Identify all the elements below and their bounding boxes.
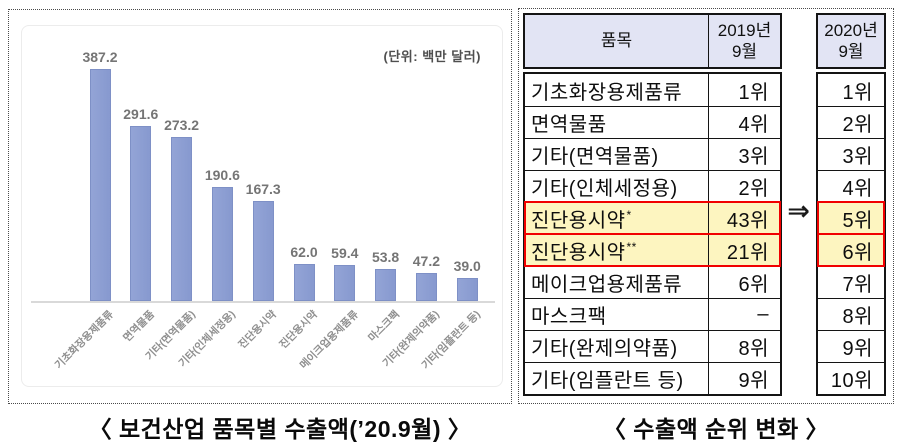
rank-2019-cell-2: 3위 [708, 139, 780, 170]
rank-2020-cell-1: 2위 [842, 114, 873, 136]
table-row-7: 마스크팩 – [525, 298, 780, 330]
bar-5 [293, 264, 315, 301]
table-row-2: 기타(면역물품) 3위 [525, 138, 780, 170]
header-item-column: 품목 [600, 31, 633, 51]
rank-2020-cell-4: 5위 [842, 210, 873, 232]
table-row-2020-2: 3위 [818, 138, 884, 170]
rank-2020-cell-0: 1위 [842, 81, 873, 104]
bar-value-label-1: 291.6 [123, 106, 159, 122]
table-row-2020-9: 10위 [818, 362, 884, 394]
bar-3 [211, 187, 233, 301]
table-row-6: 메이크업용제품류 6위 [525, 266, 780, 298]
rank-2019-cell-1: 4위 [708, 107, 780, 138]
rank-2019-cell-0: 1위 [708, 74, 780, 106]
table-row-2020-4: 5위 [817, 201, 885, 235]
bar-8 [415, 273, 437, 301]
table-row-4: 진단용시약 * 43위 [524, 201, 781, 235]
bar-1 [130, 126, 152, 301]
table-row-2020-5: 6위 [817, 233, 885, 267]
item-cell-3: 기타(인체세정용) [531, 178, 678, 200]
table-row-5: 진단용시약 ** 21위 [524, 233, 781, 267]
rank-2020-cell-6: 7위 [842, 274, 873, 296]
rank-2020-cell-8: 9위 [842, 338, 873, 360]
x-axis-line [31, 301, 495, 303]
rank-2019-cell-3: 2위 [708, 171, 780, 202]
rank-table-2020-header: 2020년 9월 [816, 13, 886, 69]
rank-2020-cell-3: 4위 [842, 178, 873, 200]
rank-2020-cell-2: 3위 [842, 146, 873, 168]
table-row-2020-6: 7위 [818, 266, 884, 298]
rank-table-2019: 품목 2019년 9월 기초화장용제품류 1위 면역물품 4위 기타(면역물품) 3위 기타… [523, 13, 782, 396]
bar-4 [252, 201, 274, 301]
footnote-marker: ** [626, 239, 637, 254]
rank-2020-cell-5: 6위 [842, 242, 873, 264]
rank-table-2019-header: 품목 2019년 9월 [523, 13, 782, 69]
item-cell-8: 기타(완제의약품) [531, 338, 678, 360]
bar-7 [375, 269, 397, 301]
bar-value-label-3: 190.6 [204, 167, 240, 183]
rank-table-panel: 품목 2019년 9월 기초화장용제품류 1위 면역물품 4위 기타(면역물품) 3위 기타… [518, 8, 894, 404]
chart-unit-label: (단위: 백만 달러) [383, 49, 481, 64]
table-row-0: 기초화장용제품류 1위 [525, 74, 780, 106]
bar-value-label-2: 273.2 [164, 117, 200, 133]
header-2019-column: 2019년 9월 [708, 15, 780, 67]
item-cell-0: 기초화장용제품류 [531, 81, 683, 104]
rank-2019-cell-7: – [708, 299, 780, 330]
table-row-2020-3: 4위 [818, 170, 884, 202]
item-cell-1: 면역물품 [531, 114, 607, 136]
item-cell-7: 마스크팩 [531, 306, 607, 328]
rank-table-2020: 2020년 9월 1위 2위 3위 4위 5위 6위 7위 8위 9위 10위 [816, 13, 886, 396]
bar-6 [334, 265, 356, 301]
bar-value-label-6: 59.4 [331, 245, 359, 261]
chart-caption: 〈 보건산업 품목별 수출액(’20.9월) 〉 [88, 416, 472, 442]
rank-2019-cell-6: 6위 [708, 267, 780, 298]
table-row-2020-7: 8위 [818, 298, 884, 330]
table-row-8: 기타(완제의약품) 8위 [525, 330, 780, 362]
bar-value-label-8: 47.2 [412, 253, 441, 269]
table-row-9: 기타(임플란트 등) 9위 [525, 362, 780, 394]
bar-value-label-0: 387.2 [82, 49, 118, 65]
bar-value-label-7: 53.8 [371, 249, 400, 265]
rank-2019-cell-8: 8위 [708, 331, 780, 362]
rank-2020-cell-7: 8위 [842, 306, 873, 328]
bar-2 [171, 137, 193, 301]
item-cell-9: 기타(임플란트 등) [531, 370, 684, 392]
bar-0 [89, 69, 111, 301]
bar-value-label-5: 62.0 [290, 244, 318, 260]
item-cell-5: 진단용시약 ** [531, 239, 637, 265]
bar-9 [456, 278, 478, 301]
table-row-2020-0: 1위 [818, 74, 884, 106]
footnote-marker: * [626, 207, 632, 222]
rank-2019-cell-5: 21위 [708, 235, 780, 266]
table-row-3: 기타(인체세정용) 2위 [525, 170, 780, 202]
item-cell-4: 진단용시약 * [531, 207, 632, 233]
rank-change-arrow-icon: ⇒ [787, 195, 810, 226]
rank-2019-cell-4: 43위 [708, 203, 780, 234]
chart-plot-frame [21, 25, 503, 387]
bar-value-label-9: 39.0 [453, 258, 481, 274]
item-cell-6: 메이크업용제품류 [531, 274, 683, 296]
table-caption: 〈 수출액 순위 변화 〉 [602, 416, 830, 442]
item-cell-2: 기타(면역물품) [531, 146, 659, 168]
table-row-2020-1: 2위 [818, 106, 884, 138]
bar-value-label-4: 167.3 [245, 181, 281, 197]
table-row-1: 면역물품 4위 [525, 106, 780, 138]
table-row-2020-8: 9위 [818, 330, 884, 362]
rank-table-2019-body: 기초화장용제품류 1위 면역물품 4위 기타(면역물품) 3위 기타(인체세정용) 2위 진단용… [523, 72, 782, 396]
rank-2020-cell-9: 10위 [830, 370, 873, 392]
rank-table-2020-body: 1위 2위 3위 4위 5위 6위 7위 8위 9위 10위 [816, 72, 886, 396]
rank-2019-cell-9: 9위 [708, 363, 780, 394]
header-2020-column: 2020년 9월 [824, 20, 878, 61]
bar-plot: 387.2 기초화장용제품류 291.6 면역물품 273.2 기타(면역물품) 190.6… [9, 10, 511, 403]
export-bar-chart-panel: (단위: 백만 달러) 387.2 기초화장용제품류 291.6 면역물품 273.2 기… [8, 9, 512, 404]
